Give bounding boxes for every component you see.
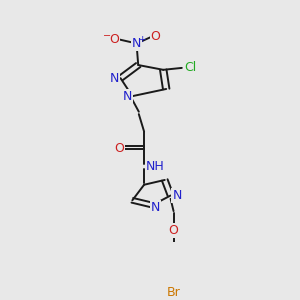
Text: −: −: [103, 31, 111, 41]
Text: N: N: [132, 37, 141, 50]
Text: NH: NH: [146, 160, 165, 173]
Text: N: N: [172, 189, 182, 202]
Text: N: N: [122, 90, 132, 103]
Text: Cl: Cl: [184, 61, 196, 74]
Text: O: O: [151, 30, 160, 43]
Text: N: N: [110, 72, 119, 85]
Text: O: O: [114, 142, 124, 155]
Text: O: O: [109, 33, 119, 46]
Text: +: +: [138, 35, 146, 44]
Text: N: N: [151, 202, 160, 214]
Text: Br: Br: [167, 286, 180, 299]
Text: O: O: [169, 224, 178, 238]
